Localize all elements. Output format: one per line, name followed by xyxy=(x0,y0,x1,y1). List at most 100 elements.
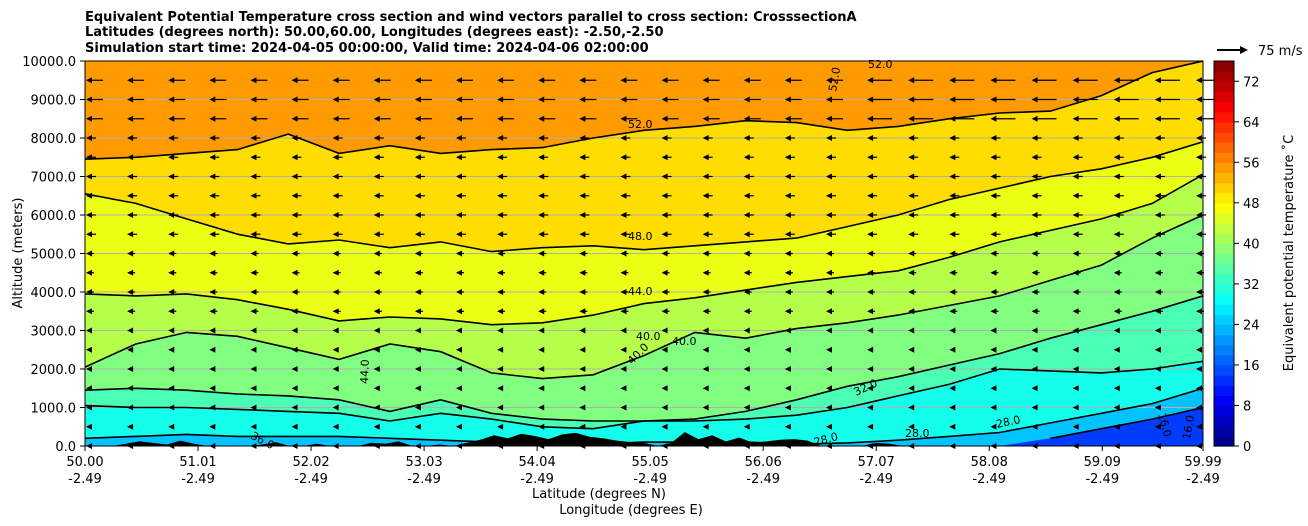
wind-vector-head xyxy=(250,154,257,161)
wind-vector-head xyxy=(497,423,504,430)
wind-vector-head xyxy=(332,173,339,180)
wind-vector-head xyxy=(456,250,462,257)
colorbar-step xyxy=(1214,61,1234,72)
wind-vector-head xyxy=(538,327,545,334)
wind-vector-head xyxy=(620,250,627,257)
wind-vector-head xyxy=(414,135,421,141)
wind-vector-head xyxy=(784,308,791,315)
wind-vector-head xyxy=(538,154,545,161)
terrain-profile xyxy=(85,432,1203,446)
wind-vector-head xyxy=(620,346,627,353)
wind-vector-head xyxy=(497,308,504,315)
fill-band xyxy=(85,361,1203,446)
contour-label: 28.0 xyxy=(905,427,930,440)
wind-vector-head xyxy=(661,154,668,161)
wind-vector-head xyxy=(127,423,134,430)
y-tick-label: 0.0 xyxy=(55,440,76,455)
wind-vector-head xyxy=(1072,327,1079,334)
wind-vector-head xyxy=(497,231,504,238)
wind-vector-head xyxy=(168,269,175,276)
contour-line xyxy=(85,387,1203,445)
wind-vector-head xyxy=(579,404,586,411)
wind-vector-head xyxy=(538,96,545,103)
wind-vector-head xyxy=(209,231,216,238)
wind-vector-head xyxy=(497,250,504,257)
colorbar-step xyxy=(1214,223,1234,234)
wind-vector-head xyxy=(620,115,627,122)
x-tick-label-lat: 50.00 xyxy=(66,455,103,470)
wind-vector-head xyxy=(86,366,92,372)
wind-vector-head xyxy=(373,135,380,141)
wind-vector-head xyxy=(784,423,791,430)
wind-vector-head xyxy=(86,212,92,218)
y-tick-label: 5000.0 xyxy=(31,248,77,263)
wind-vector-head xyxy=(86,269,92,276)
wind-vector-head xyxy=(456,96,462,103)
wind-vector-head xyxy=(579,212,586,218)
wind-vector-head xyxy=(1031,308,1038,315)
wind-vector-head xyxy=(743,404,750,411)
wind-vector-head xyxy=(784,96,791,103)
wind-vector-head xyxy=(168,154,175,161)
wind-vector-head xyxy=(332,77,339,84)
colorbar-step xyxy=(1214,354,1234,366)
wind-vector-head xyxy=(1154,289,1161,295)
colorbar-step xyxy=(1214,253,1234,265)
wind-vector-head xyxy=(373,192,380,199)
colorbar-step xyxy=(1214,131,1234,143)
wind-vector-head xyxy=(1154,385,1161,392)
wind-vector-head xyxy=(1196,250,1202,257)
wind-vector-head xyxy=(1031,77,1038,84)
chart-title-line-2: Latitudes (degrees north): 50.00,60.00, … xyxy=(85,25,664,40)
wind-vector-head xyxy=(1072,173,1079,180)
wind-vector-head xyxy=(456,346,462,353)
wind-vector-head xyxy=(538,289,545,295)
y-tick-label: 4000.0 xyxy=(31,286,77,301)
wind-vector-head xyxy=(1113,250,1120,257)
wind-vector-head xyxy=(1072,231,1079,238)
wind-vector-head xyxy=(497,385,504,392)
wind-vector-head xyxy=(1113,404,1120,411)
wind-vector-head xyxy=(579,308,586,315)
wind-vector-head xyxy=(620,135,627,141)
wind-vector-head xyxy=(209,154,216,161)
wind-vector-head xyxy=(826,96,832,103)
wind-vector-head xyxy=(620,173,627,180)
colorbar-tick-label: 56 xyxy=(1243,156,1260,171)
wind-vector-head xyxy=(743,212,750,218)
wind-vector-head xyxy=(127,366,134,372)
x-tick-label-lat: 56.06 xyxy=(745,455,782,470)
wind-vector-head xyxy=(579,289,586,295)
wind-vector-head xyxy=(291,77,298,84)
wind-vector-head xyxy=(949,385,956,392)
wind-vector-head xyxy=(867,385,874,392)
wind-vector-head xyxy=(620,385,627,392)
wind-vector-head xyxy=(86,135,92,141)
wind-vector-head xyxy=(1154,77,1161,84)
wind-vector-head xyxy=(86,96,92,103)
wind-vector-head xyxy=(1154,250,1161,257)
colorbar-step xyxy=(1214,344,1234,356)
wind-vector-head xyxy=(373,115,380,122)
wind-vector-head xyxy=(702,231,709,238)
wind-vector-head xyxy=(1031,192,1038,199)
colorbar-step xyxy=(1214,324,1234,336)
wind-vector-head xyxy=(86,77,92,84)
wind-vector-head xyxy=(1154,346,1161,353)
wind-vector-head xyxy=(908,423,915,430)
wind-vector-head xyxy=(579,96,586,103)
wind-vector-head xyxy=(168,96,175,103)
wind-vector-head xyxy=(990,308,997,315)
wind-vector-head xyxy=(127,269,134,276)
wind-vector-head xyxy=(456,192,462,199)
wind-vector-head xyxy=(908,115,915,122)
wind-vector-head xyxy=(209,269,216,276)
x-tick-label-lon: -2.49 xyxy=(746,472,780,487)
wind-vector-head xyxy=(990,269,997,276)
wind-vector-head xyxy=(538,269,545,276)
wind-vector-head xyxy=(538,404,545,411)
wind-vector-head xyxy=(209,173,216,180)
colorbar-tick-label: 0 xyxy=(1243,440,1251,455)
wind-vector-head xyxy=(291,327,298,334)
wind-vector-head xyxy=(250,423,257,430)
